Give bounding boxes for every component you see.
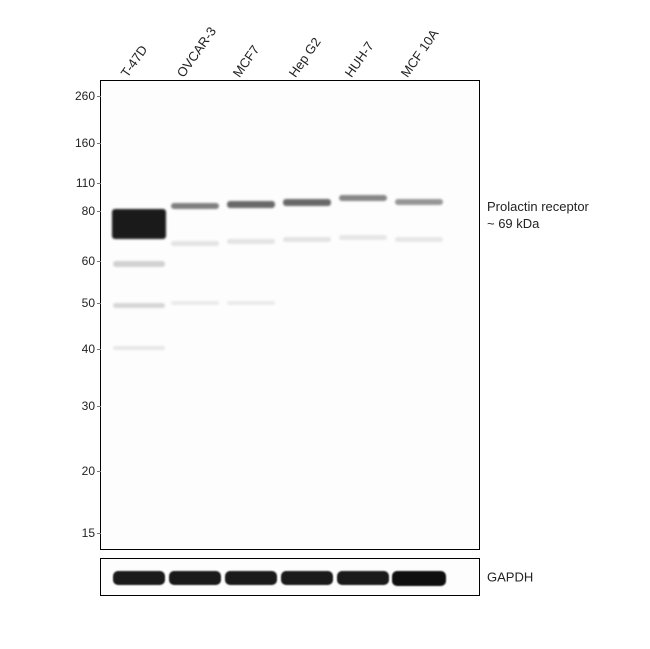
- mw-tick: [97, 143, 101, 144]
- mw-tick: [97, 349, 101, 350]
- blot-band: [171, 241, 219, 246]
- gapdh-band: [225, 571, 277, 585]
- gapdh-band: [169, 571, 221, 585]
- mw-marker-label: 30: [82, 399, 95, 413]
- blot-band: [395, 199, 443, 205]
- mw-tick: [97, 183, 101, 184]
- gapdh-label: GAPDH: [487, 570, 533, 585]
- mw-marker-label: 80: [82, 204, 95, 218]
- blot-band: [339, 195, 387, 201]
- lane-label: T-47D: [117, 42, 150, 80]
- blot-band: [171, 203, 219, 209]
- gapdh-band: [392, 571, 446, 586]
- blot-band: [227, 239, 275, 244]
- blot-band: [112, 209, 166, 239]
- lane-labels-row: T-47D OVCAR-3 MCF7 Hep G2 HUH-7 MCF 10A: [100, 20, 480, 80]
- mw-marker-label: 15: [82, 526, 95, 540]
- blot-band: [113, 346, 165, 350]
- lane-label: MCF7: [229, 42, 262, 80]
- mw-tick: [97, 261, 101, 262]
- blot-band: [227, 201, 275, 208]
- gapdh-band: [337, 571, 389, 585]
- mw-marker-label: 50: [82, 296, 95, 310]
- mw-marker-label: 110: [76, 176, 95, 190]
- blot-band: [339, 235, 387, 240]
- blot-band: [113, 303, 165, 308]
- blot-band: [283, 237, 331, 242]
- lane-label: OVCAR-3: [173, 24, 218, 80]
- mw-tick: [97, 406, 101, 407]
- mw-marker-label: 60: [82, 254, 95, 268]
- gapdh-blot-panel: GAPDH: [100, 558, 480, 596]
- mw-marker-label: 260: [75, 89, 95, 103]
- lane-label: HUH-7: [341, 39, 376, 80]
- lane-label: MCF 10A: [397, 26, 441, 80]
- mw-tick: [97, 533, 101, 534]
- blot-band: [171, 301, 219, 305]
- western-blot-figure: T-47D OVCAR-3 MCF7 Hep G2 HUH-7 MCF 10A Prola…: [70, 20, 630, 596]
- mw-tick: [97, 211, 101, 212]
- mw-marker-label: 160: [75, 136, 95, 150]
- gapdh-band: [113, 571, 165, 585]
- blot-band: [395, 237, 443, 242]
- blot-band: [227, 301, 275, 305]
- target-mw: ~ 69 kDa: [487, 216, 589, 233]
- lane-label: Hep G2: [285, 35, 323, 80]
- mw-marker-label: 20: [82, 464, 95, 478]
- mw-marker-label: 40: [82, 342, 95, 356]
- mw-tick: [97, 303, 101, 304]
- target-name: Prolactin receptor: [487, 199, 589, 216]
- blot-band: [283, 199, 331, 206]
- mw-tick: [97, 96, 101, 97]
- main-blot-panel: Prolactin receptor ~ 69 kDa 260160110806…: [100, 80, 480, 550]
- blot-band: [113, 261, 165, 267]
- target-annotation: Prolactin receptor ~ 69 kDa: [487, 199, 589, 233]
- mw-tick: [97, 471, 101, 472]
- gapdh-band: [281, 571, 333, 585]
